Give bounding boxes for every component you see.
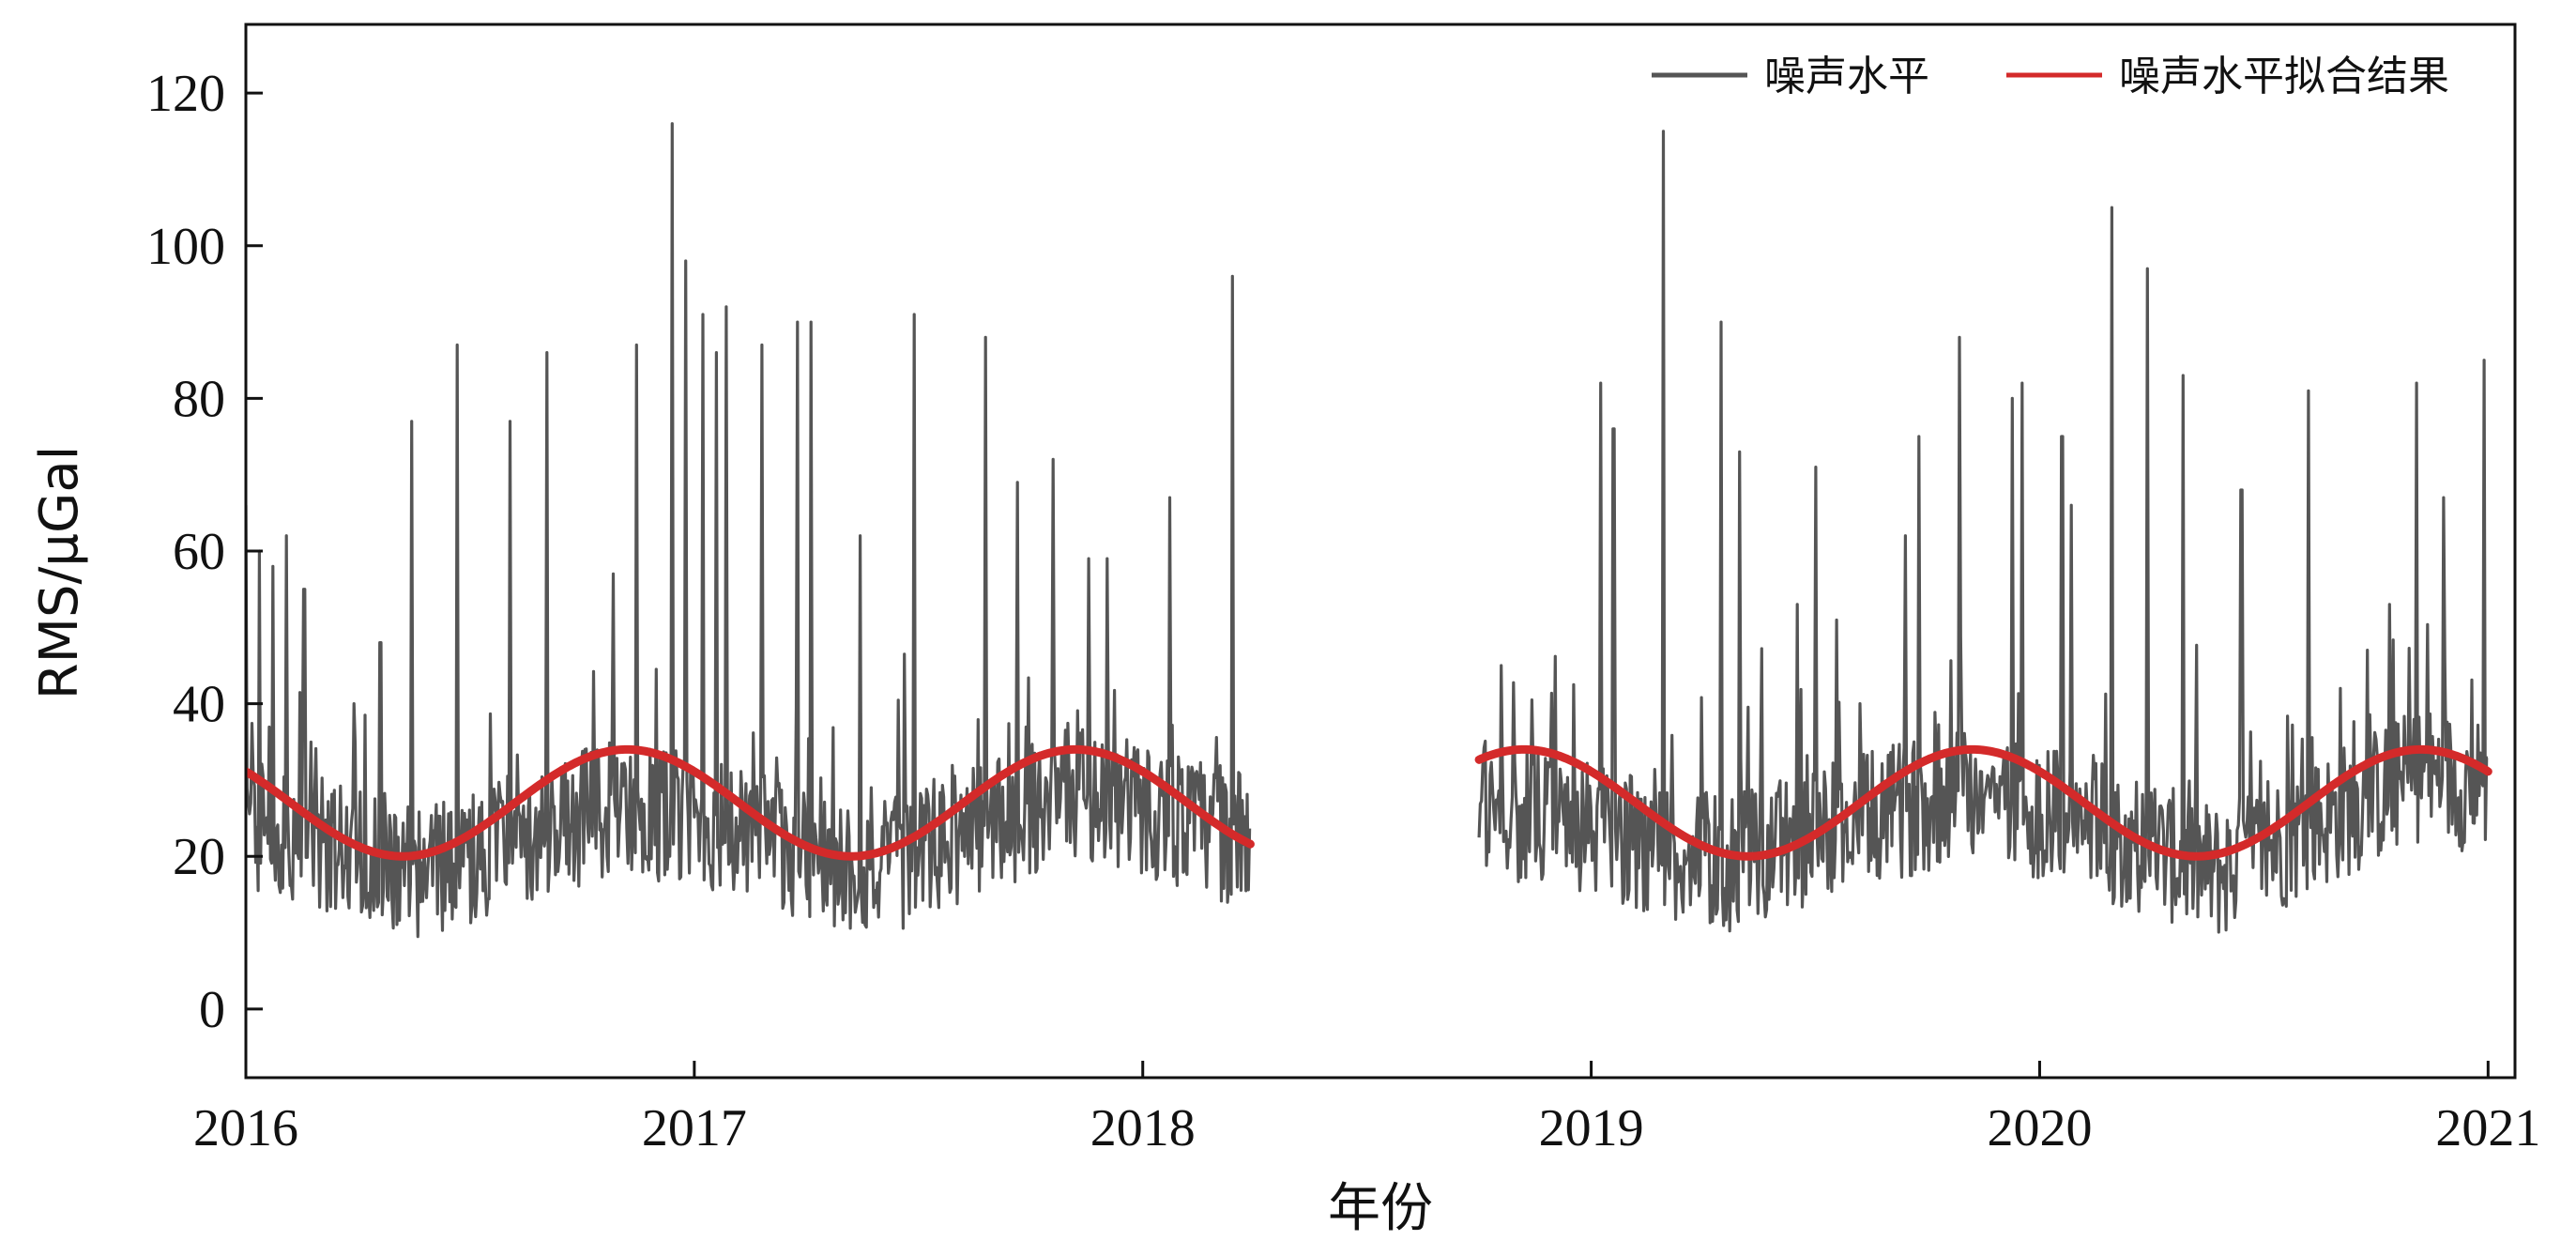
y-tick-label: 20 [173, 828, 225, 886]
y-tick-label: 80 [173, 370, 225, 428]
x-tick-label: 2018 [1090, 1099, 1196, 1157]
x-tick-label: 2021 [2435, 1099, 2540, 1157]
series-layer [246, 122, 2492, 939]
y-tick-label: 60 [173, 523, 225, 581]
plot-frame [244, 23, 2517, 1080]
legend-label-noise: 噪声水平 [1764, 53, 1929, 100]
x-axis: 2016 2017 2018 2019 2020 2021 [193, 1061, 2540, 1157]
noise-series-line [1477, 130, 2489, 934]
x-tick-label: 2016 [193, 1099, 298, 1157]
fit-series-line [1474, 744, 2492, 861]
y-axis: 0 20 40 60 80 100 120 [146, 65, 263, 1039]
y-tick-label: 40 [173, 676, 225, 734]
legend-label-fit: 噪声水平拟合结果 [2119, 53, 2449, 100]
plot-area [246, 122, 2492, 939]
x-tick-label: 2017 [642, 1099, 747, 1157]
y-axis-title: RMS/μGal [29, 446, 90, 700]
fit-series-line [246, 744, 1255, 861]
noise-series-line [246, 122, 1252, 939]
y-tick-label: 0 [199, 981, 225, 1039]
y-tick-label: 120 [146, 65, 225, 123]
y-tick-label: 100 [146, 218, 225, 276]
x-tick-label: 2020 [1987, 1099, 2092, 1157]
x-axis-title: 年份 [1328, 1178, 1433, 1239]
x-tick-label: 2019 [1539, 1099, 1644, 1157]
legend: 噪声水平 噪声水平拟合结果 [1652, 53, 2449, 100]
